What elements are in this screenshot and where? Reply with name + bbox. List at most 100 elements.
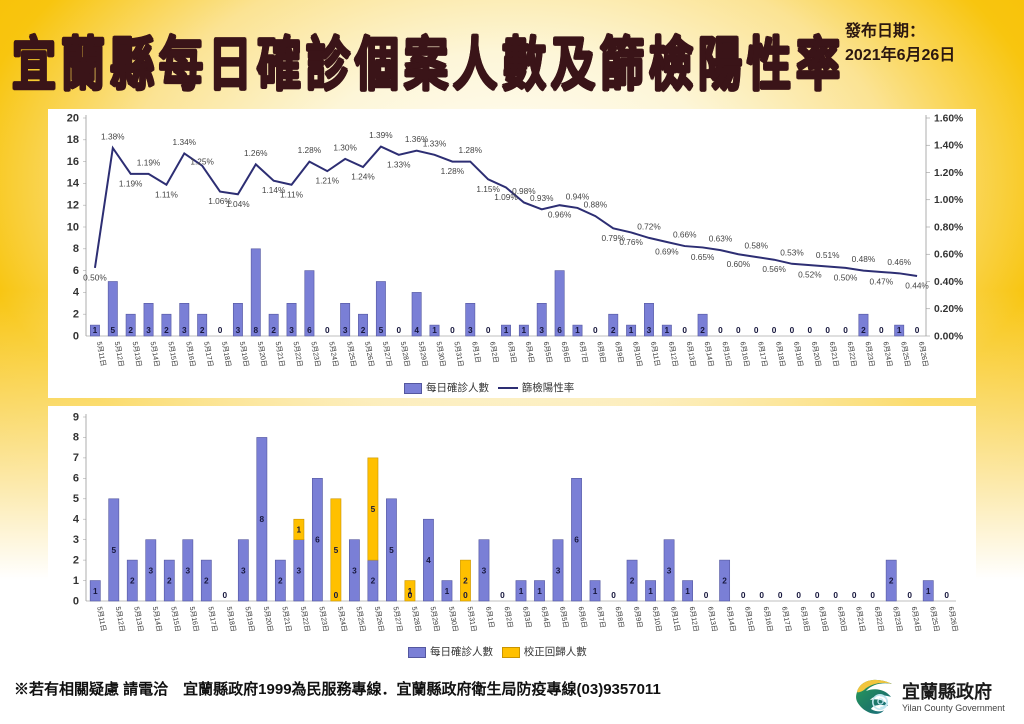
svg-text:0.80%: 0.80%	[934, 222, 963, 233]
svg-text:6: 6	[73, 265, 79, 277]
svg-text:0.52%: 0.52%	[798, 270, 822, 280]
svg-text:2: 2	[371, 576, 376, 586]
svg-text:6月1日: 6月1日	[484, 606, 496, 629]
svg-text:6月8日: 6月8日	[595, 341, 607, 364]
svg-text:0: 0	[682, 325, 687, 335]
svg-text:6月6日: 6月6日	[577, 606, 589, 629]
svg-text:3: 3	[185, 565, 190, 575]
svg-text:6: 6	[73, 473, 79, 485]
svg-text:1.26%: 1.26%	[244, 148, 268, 158]
svg-text:1: 1	[665, 325, 670, 335]
svg-text:5月15日: 5月15日	[166, 341, 178, 368]
svg-text:1.25%: 1.25%	[190, 157, 214, 167]
svg-text:6: 6	[574, 535, 579, 545]
svg-text:6月14日: 6月14日	[725, 606, 737, 633]
svg-text:6月1日: 6月1日	[470, 341, 482, 364]
svg-text:0: 0	[796, 590, 801, 600]
svg-text:3: 3	[289, 325, 294, 335]
svg-text:6月16日: 6月16日	[762, 606, 774, 633]
svg-text:2: 2	[164, 325, 169, 335]
svg-text:1.28%: 1.28%	[441, 166, 465, 176]
svg-text:1.28%: 1.28%	[298, 145, 322, 155]
svg-text:0.40%: 0.40%	[934, 277, 963, 288]
svg-text:2: 2	[204, 576, 209, 586]
svg-text:0: 0	[843, 325, 848, 335]
svg-text:1: 1	[93, 325, 98, 335]
svg-text:1.19%: 1.19%	[119, 178, 143, 188]
svg-text:0: 0	[704, 590, 709, 600]
svg-text:4: 4	[426, 555, 431, 565]
svg-text:5月29日: 5月29日	[428, 606, 440, 633]
svg-text:5月12日: 5月12日	[114, 606, 126, 633]
svg-text:5: 5	[110, 325, 115, 335]
svg-text:3: 3	[647, 325, 652, 335]
svg-text:6月18日: 6月18日	[799, 606, 811, 633]
svg-text:0: 0	[790, 325, 795, 335]
svg-text:0.69%: 0.69%	[655, 246, 679, 256]
svg-text:宜蘭縣政府: 宜蘭縣政府	[902, 681, 992, 702]
svg-text:0.51%: 0.51%	[816, 250, 840, 260]
svg-text:2: 2	[630, 576, 635, 586]
svg-text:1: 1	[504, 325, 509, 335]
svg-text:5: 5	[379, 325, 384, 335]
svg-text:3: 3	[146, 325, 151, 335]
svg-text:1.00%: 1.00%	[934, 195, 963, 206]
svg-text:16: 16	[67, 156, 79, 168]
svg-text:6月19日: 6月19日	[792, 341, 804, 368]
svg-text:3: 3	[539, 325, 544, 335]
svg-text:5月26日: 5月26日	[363, 341, 375, 368]
svg-text:0: 0	[223, 590, 228, 600]
svg-text:3: 3	[241, 565, 246, 575]
svg-text:5月19日: 5月19日	[238, 341, 250, 368]
svg-text:0: 0	[718, 325, 723, 335]
svg-text:6月2日: 6月2日	[503, 606, 515, 629]
svg-text:6月11日: 6月11日	[669, 606, 681, 632]
svg-text:0: 0	[778, 590, 783, 600]
svg-text:0: 0	[500, 590, 505, 600]
svg-text:6月5日: 6月5日	[542, 341, 554, 364]
svg-text:6月9日: 6月9日	[613, 341, 625, 364]
svg-text:1.24%: 1.24%	[351, 172, 375, 182]
svg-text:6月25日: 6月25日	[928, 606, 940, 633]
svg-text:3: 3	[556, 565, 561, 575]
svg-text:6月7日: 6月7日	[578, 341, 590, 364]
svg-text:1.40%: 1.40%	[934, 141, 963, 152]
svg-text:6月21日: 6月21日	[854, 606, 866, 633]
svg-text:5月20日: 5月20日	[256, 341, 268, 368]
svg-text:0.72%: 0.72%	[637, 221, 661, 231]
svg-text:2: 2	[861, 325, 866, 335]
svg-text:8: 8	[260, 514, 265, 524]
svg-text:5月17日: 5月17日	[202, 341, 214, 368]
svg-text:5月18日: 5月18日	[225, 606, 237, 633]
svg-text:0: 0	[754, 325, 759, 335]
svg-text:2: 2	[167, 576, 172, 586]
svg-text:6月2日: 6月2日	[488, 341, 500, 364]
svg-text:0: 0	[611, 590, 616, 600]
svg-text:Yilan County Government: Yilan County Government	[902, 703, 1005, 713]
svg-text:6月5日: 6月5日	[558, 606, 570, 629]
svg-text:5月25日: 5月25日	[345, 341, 357, 368]
svg-text:0: 0	[759, 590, 764, 600]
svg-text:3: 3	[182, 325, 187, 335]
svg-text:0: 0	[334, 590, 339, 600]
svg-text:8: 8	[253, 325, 258, 335]
svg-text:2: 2	[722, 576, 727, 586]
svg-text:0: 0	[741, 590, 746, 600]
svg-text:0: 0	[736, 325, 741, 335]
svg-text:5月14日: 5月14日	[151, 606, 163, 633]
svg-text:0: 0	[815, 590, 820, 600]
svg-text:6月17日: 6月17日	[780, 606, 792, 633]
svg-text:2: 2	[200, 325, 205, 335]
svg-text:2: 2	[73, 554, 79, 566]
svg-text:5月18日: 5月18日	[220, 341, 232, 368]
svg-text:5月16日: 5月16日	[188, 606, 200, 633]
svg-text:0.48%: 0.48%	[852, 254, 876, 264]
svg-text:1: 1	[648, 586, 653, 596]
svg-text:5月28日: 5月28日	[410, 606, 422, 633]
svg-text:1.20%: 1.20%	[934, 168, 963, 179]
svg-text:5月26日: 5月26日	[373, 606, 385, 633]
svg-text:6月7日: 6月7日	[595, 606, 607, 629]
svg-text:6月21日: 6月21日	[828, 341, 840, 368]
svg-text:9: 9	[73, 411, 79, 423]
svg-text:0: 0	[907, 590, 912, 600]
